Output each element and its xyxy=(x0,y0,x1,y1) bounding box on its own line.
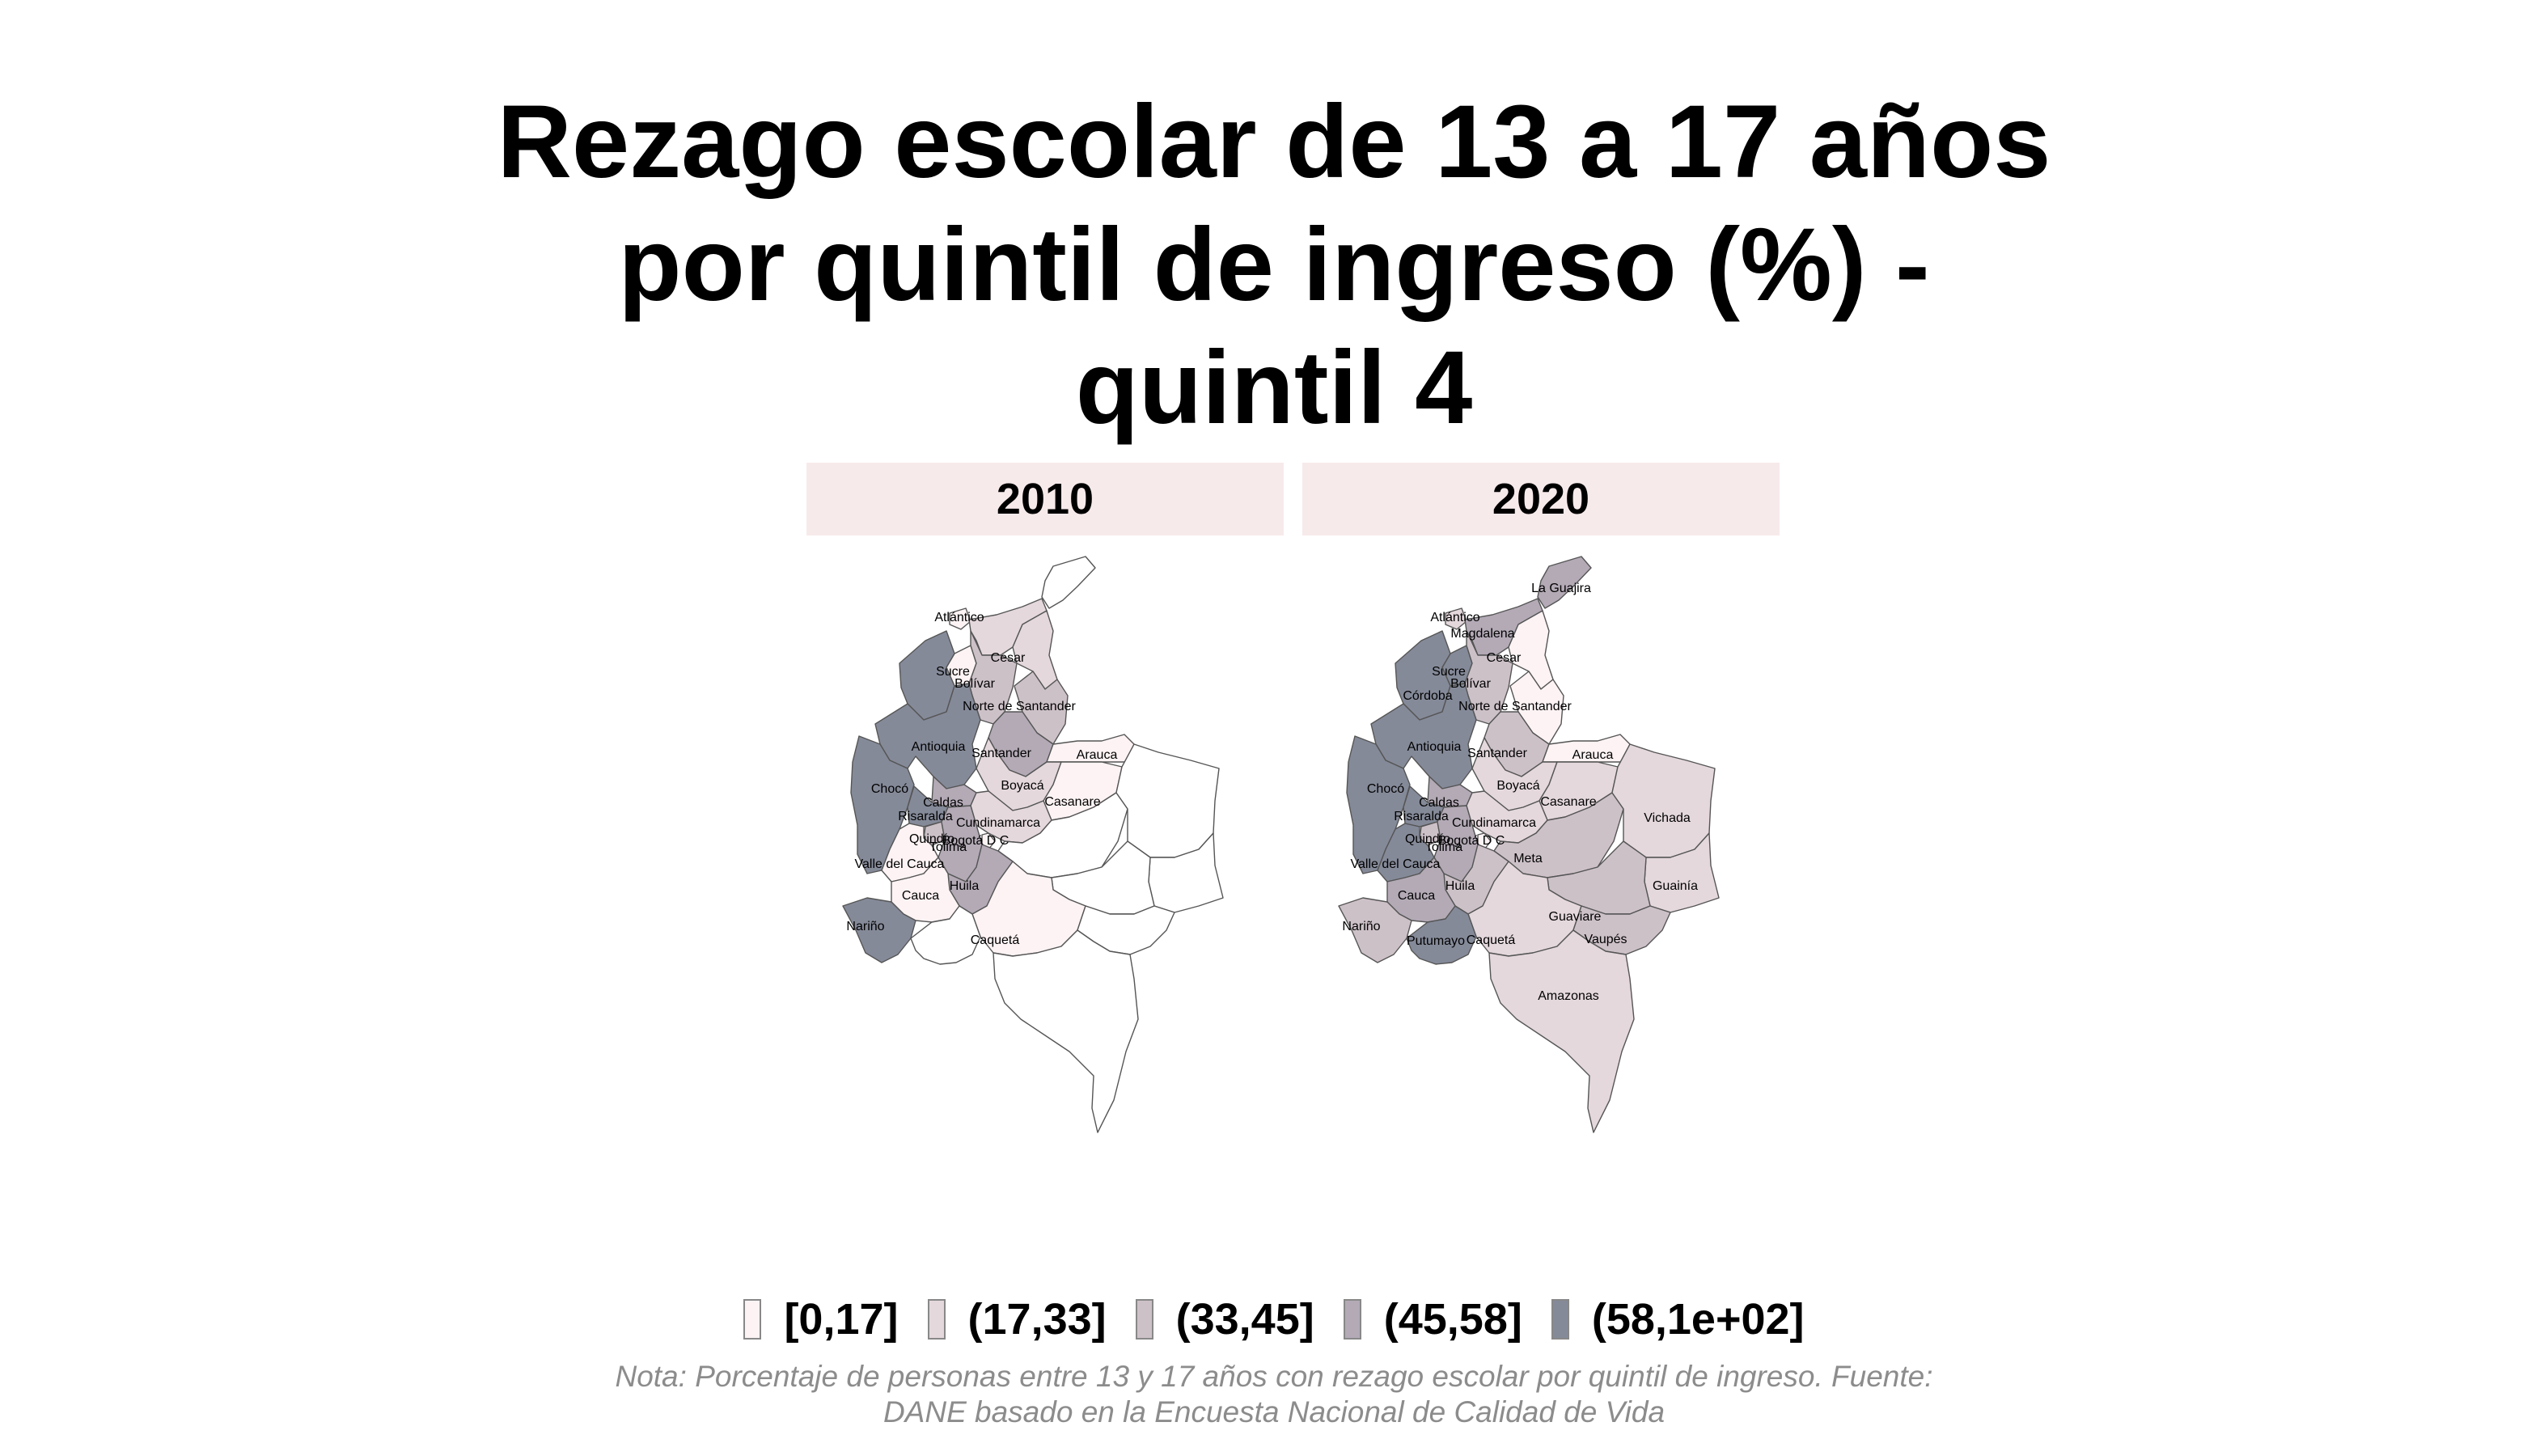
map-label-atlantico-2020: Atlántico xyxy=(1430,611,1479,624)
map-label-caqueta-2010: Caquetá xyxy=(971,933,1020,947)
map-2020: La GuajiraAtlánticoMagdalenaCesarSucreBo… xyxy=(1338,556,1720,1133)
legend-swatch xyxy=(1551,1299,1569,1340)
map-label-cordoba-2020: Córdoba xyxy=(1403,689,1452,703)
department-amazonas-2010 xyxy=(993,929,1139,1133)
department-cundinamarca-2010 xyxy=(970,790,1052,844)
legend-swatch xyxy=(927,1299,946,1340)
map-label-magdalena-2020: Magdalena xyxy=(1450,627,1514,641)
map-label-norte-de-santander-2010: Norte de Santander xyxy=(963,700,1076,713)
legend-item: [0,17] xyxy=(743,1294,899,1344)
legend-item: (45,58] xyxy=(1343,1294,1522,1344)
map-label-cauca-2010: Cauca xyxy=(902,889,939,903)
map-label-cundinamarca-2010: Cundinamarca xyxy=(956,816,1040,830)
map-label-quindio-2010: Quindío xyxy=(909,832,954,846)
map-label-arauca-2020: Arauca xyxy=(1572,748,1614,762)
department-atlantico-2010 xyxy=(949,607,971,630)
map-label-casanare-2020: Casanare xyxy=(1540,795,1596,809)
map-label-choco-2020: Chocó xyxy=(1367,782,1404,796)
legend-item: (17,33] xyxy=(927,1294,1107,1344)
map-label-tolima-2020: Tolima xyxy=(1425,840,1462,854)
department-atlantico-2020 xyxy=(1445,607,1467,630)
map-label-putumayo-2020: Putumayo xyxy=(1407,934,1465,948)
map-label-valle-del-cauca-2010: Valle del Cauca xyxy=(855,857,945,871)
map-label-guaviare-2020: Guaviare xyxy=(1549,910,1602,924)
map-label-santander-2010: Santander xyxy=(971,747,1032,760)
map-label-quindio-2020: Quindío xyxy=(1405,832,1450,846)
map-label-choco-2010: Chocó xyxy=(871,782,908,796)
map-label-caldas-2020: Caldas xyxy=(1419,796,1459,810)
map-label-antioquia-2020: Antioquia xyxy=(1407,740,1462,754)
map-label-bogota-d-c-2010: Bogotá D C xyxy=(942,834,1009,848)
legend-label: (33,45] xyxy=(1175,1295,1314,1344)
map-label-norte-de-santander-2020: Norte de Santander xyxy=(1458,700,1572,713)
legend-label: (58,1e+02] xyxy=(1591,1295,1805,1344)
department-putumayo-2020 xyxy=(1406,905,1477,965)
legend-item: (58,1e+02] xyxy=(1551,1294,1805,1344)
note-line-1: Nota: Porcentaje de personas entre 13 y … xyxy=(615,1360,1933,1393)
note-line-2: DANE basado en la Encuesta Nacional de C… xyxy=(882,1395,1666,1428)
map-label-antioquia-2010: Antioquia xyxy=(912,740,966,754)
department-amazonas-2020 xyxy=(1488,929,1635,1133)
map-label-narino-2010: Nariño xyxy=(846,920,884,933)
title-line-1: Rezago escolar de 13 a 17 años xyxy=(497,84,2051,200)
title-line-2: por quintil de ingreso (%) - xyxy=(618,207,1930,323)
map-label-risaralda-2010: Risaralda xyxy=(898,810,953,823)
department-vichada-2010 xyxy=(1115,743,1220,858)
map-label-huila-2020: Huila xyxy=(1445,879,1475,893)
department-la-guajira-2010 xyxy=(1041,556,1096,609)
map-label-atlantico-2010: Atlántico xyxy=(934,611,984,624)
map-label-bogota-d-c-2020: Bogotá D C xyxy=(1438,834,1505,848)
map-label-vichada-2020: Vichada xyxy=(1644,811,1691,825)
legend: [0,17] (17,33] (33,45] (45,58] (58,1e+02] xyxy=(0,1294,2548,1344)
title-line-3: quintil 4 xyxy=(1075,330,1473,446)
panel-header-2020: 2020 xyxy=(1302,463,1780,535)
map-label-cesar-2010: Cesar xyxy=(991,651,1026,665)
panel-header-2010: 2010 xyxy=(806,463,1284,535)
map-label-risaralda-2020: Risaralda xyxy=(1394,810,1449,823)
legend-swatch xyxy=(1135,1299,1153,1340)
department-la-guajira-2020 xyxy=(1537,556,1592,609)
map-label-la-guajira-2020: La Guajira xyxy=(1531,582,1591,595)
department-putumayo-2010 xyxy=(910,905,981,965)
map-label-valle-del-cauca-2020: Valle del Cauca xyxy=(1351,857,1441,871)
legend-item: (33,45] xyxy=(1135,1294,1314,1344)
legend-label: [0,17] xyxy=(784,1295,899,1344)
map-label-bolivar-2020: Bolívar xyxy=(1450,677,1491,691)
source-note: Nota: Porcentaje de personas entre 13 y … xyxy=(0,1359,2548,1430)
map-label-sucre-2020: Sucre xyxy=(1432,665,1466,679)
map-label-guainia-2020: Guainía xyxy=(1653,879,1698,893)
map-label-cauca-2020: Cauca xyxy=(1398,889,1435,903)
map-label-narino-2020: Nariño xyxy=(1342,920,1380,933)
map-label-meta-2020: Meta xyxy=(1513,852,1543,866)
map-label-cundinamarca-2020: Cundinamarca xyxy=(1452,816,1536,830)
map-label-caldas-2010: Caldas xyxy=(923,796,963,810)
map-label-boyaca-2010: Boyacá xyxy=(1001,779,1043,793)
department-vichada-2020 xyxy=(1611,743,1716,858)
map-label-arauca-2010: Arauca xyxy=(1077,748,1118,762)
department-cundinamarca-2020 xyxy=(1466,790,1548,844)
map-label-bolivar-2010: Bolívar xyxy=(954,677,995,691)
legend-label: (45,58] xyxy=(1383,1295,1522,1344)
map-label-vaupes-2020: Vaupés xyxy=(1584,933,1627,946)
map-label-cesar-2020: Cesar xyxy=(1487,651,1522,665)
map-label-sucre-2010: Sucre xyxy=(936,665,970,679)
map-label-boyaca-2020: Boyacá xyxy=(1496,779,1539,793)
chart-title: Rezago escolar de 13 a 17 años por quint… xyxy=(0,81,2548,450)
map-label-santander-2020: Santander xyxy=(1467,747,1528,760)
legend-label: (17,33] xyxy=(967,1295,1107,1344)
legend-swatch xyxy=(1343,1299,1361,1340)
legend-swatch xyxy=(743,1299,762,1340)
map-label-caqueta-2020: Caquetá xyxy=(1467,933,1516,947)
map-label-huila-2010: Huila xyxy=(950,879,980,893)
map-label-amazonas-2020: Amazonas xyxy=(1538,989,1599,1003)
map-label-tolima-2010: Tolima xyxy=(929,840,967,854)
map-label-casanare-2010: Casanare xyxy=(1044,795,1100,809)
